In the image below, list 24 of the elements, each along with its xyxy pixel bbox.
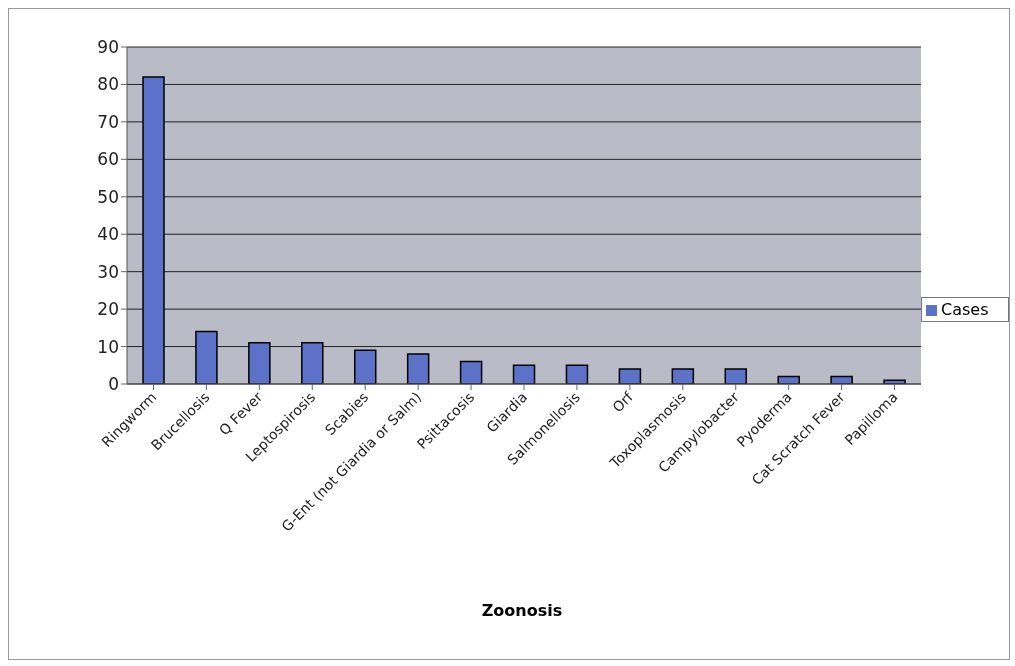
y-tick-label: 40 xyxy=(97,224,119,245)
legend-label: Cases xyxy=(941,299,989,319)
bar xyxy=(618,368,642,384)
y-tick-label: 70 xyxy=(97,111,119,132)
y-tick-label: 90 xyxy=(97,37,119,58)
bar xyxy=(142,76,165,384)
bar xyxy=(248,342,271,384)
y-tick-label: 10 xyxy=(97,336,119,357)
x-axis-title: Zoonosis xyxy=(480,601,564,620)
bar xyxy=(512,364,536,384)
bar xyxy=(353,349,377,384)
bar xyxy=(459,360,483,384)
y-tick-label: 80 xyxy=(97,74,119,95)
y-tick-label: 30 xyxy=(97,261,119,282)
bar xyxy=(565,364,589,384)
bar xyxy=(195,330,218,384)
y-tick-label: 60 xyxy=(97,149,119,170)
bar xyxy=(724,368,748,384)
y-tick-label: 20 xyxy=(97,299,119,320)
y-tick-label: 50 xyxy=(97,186,119,207)
y-tick-label: 0 xyxy=(108,374,119,395)
bar xyxy=(406,353,430,384)
bar xyxy=(671,368,695,384)
bar xyxy=(301,342,324,384)
